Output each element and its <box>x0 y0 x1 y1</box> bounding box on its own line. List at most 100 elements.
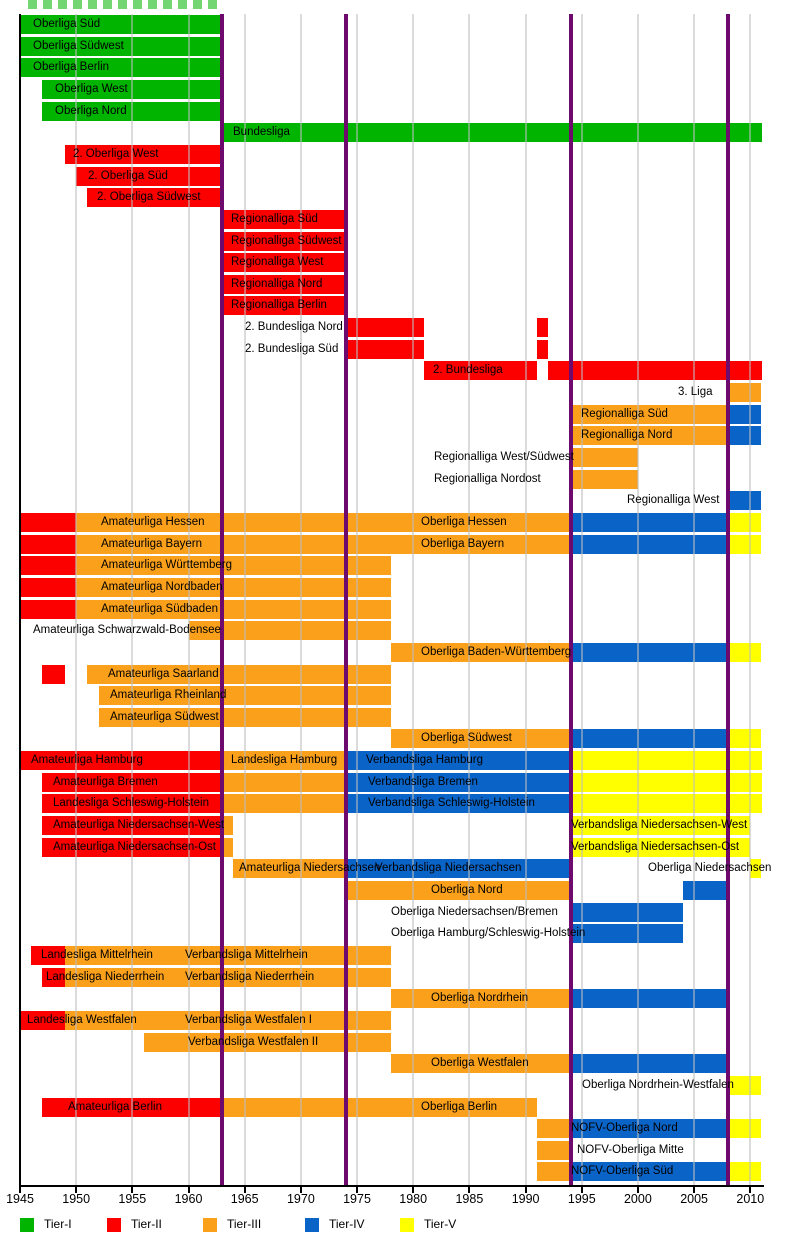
era-line <box>568 14 573 1185</box>
timeline-bar <box>424 361 537 381</box>
timeline-bar <box>570 794 762 814</box>
timeline-bar <box>345 881 571 900</box>
timeline-bar <box>536 1162 571 1182</box>
timeline-bar <box>727 1075 762 1095</box>
axis-tick <box>412 1187 415 1193</box>
timeline-bar <box>87 664 391 684</box>
bar-label: Verbandsliga Westfalen II <box>188 1035 319 1048</box>
bar-label: Oberliga Niedersachsen/Bremen <box>391 905 558 918</box>
timeline-bar <box>727 534 762 554</box>
bar-label: Verbandsliga Niederrhein <box>185 970 315 983</box>
legend-swatch <box>20 1218 34 1232</box>
timeline-bar <box>222 296 346 316</box>
bar-label: Oberliga Niedersachsen <box>648 862 772 875</box>
bar-label: Verbandsliga Niedersachsen-West <box>571 819 748 832</box>
axis-tick-label: 1970 <box>286 1192 315 1206</box>
bar-label: Amateurliga Rheinland <box>110 689 227 702</box>
bar-label: 2. Oberliga Südwest <box>97 191 201 204</box>
bar-label: Regionalliga Süd <box>231 212 318 225</box>
bar-label: Amateurliga Schwarzwald-Bodensee <box>33 624 221 637</box>
axis-tick <box>19 1187 21 1193</box>
bar-label: Amateurliga Niedersachsen-West <box>53 819 225 832</box>
timeline-bar <box>20 534 77 554</box>
era-line <box>343 14 348 1185</box>
timeline-bar <box>42 967 65 987</box>
timeline-bar <box>345 751 571 771</box>
bar-label: Landesliga Niederrhein <box>46 970 165 983</box>
timeline-bar <box>570 1119 728 1139</box>
bar-label: Oberliga Hamburg/Schleswig-Holstein <box>391 927 586 940</box>
axis-tick-label: 2005 <box>680 1192 708 1206</box>
bar-label: Regionalliga West <box>627 494 720 507</box>
bar-label: 2. Oberliga Süd <box>88 169 168 182</box>
gridline <box>356 14 358 1185</box>
timeline-bar <box>570 512 728 532</box>
bar-label: Amateurliga Hessen <box>101 515 205 528</box>
axis-tick <box>524 1187 527 1193</box>
axis-tick-label: 2010 <box>736 1192 765 1206</box>
bar-label: Regionalliga Nordost <box>434 472 541 485</box>
axis-tick-label: 1985 <box>455 1192 484 1206</box>
bar-label: Bundesliga <box>233 126 290 139</box>
bar-label: Oberliga Nordrhein-Westfalen <box>582 1078 734 1091</box>
timeline-bar <box>727 491 762 511</box>
timeline-bar <box>20 556 77 576</box>
timeline-bar <box>536 339 548 359</box>
bar-label: Oberliga Nord <box>55 104 127 117</box>
timeline-bar <box>727 642 762 662</box>
timeline-bar <box>76 534 571 554</box>
timeline-bar <box>727 729 762 749</box>
x-axis-line <box>19 1185 764 1187</box>
timeline-bar <box>570 426 728 446</box>
timeline-bar <box>570 642 728 662</box>
bar-label: NOFV-Oberliga Nord <box>571 1122 678 1135</box>
timeline-bar <box>570 751 762 771</box>
axis-tick <box>187 1187 190 1193</box>
bar-label: Oberliga Hessen <box>421 515 507 528</box>
bar-label: Oberliga Baden-Württemberg <box>421 645 572 658</box>
bar-label: Landesliga Schleswig-Holstein <box>53 797 209 810</box>
bar-label: Oberliga Südwest <box>421 732 512 745</box>
timeline-bar <box>570 989 728 1009</box>
gridline <box>524 14 527 1185</box>
timeline-bar <box>222 209 346 229</box>
legend-label: Tier-I <box>44 1217 72 1231</box>
timeline-bar <box>345 339 425 359</box>
timeline-bar <box>548 361 762 381</box>
gridline <box>580 14 583 1185</box>
axis-tick-label: 1955 <box>118 1192 147 1206</box>
timeline-bar <box>20 512 77 532</box>
axis-tick-label: 2000 <box>623 1192 652 1206</box>
gridline <box>468 14 471 1185</box>
timeline-bar <box>222 837 234 857</box>
bar-label: 2. Bundesliga Süd <box>245 342 339 355</box>
timeline-bar <box>682 881 728 900</box>
bar-label: Amateurliga Südwest <box>110 710 219 723</box>
bar-label: Oberliga Nord <box>431 884 503 896</box>
bar-label: Verbandsliga Hamburg <box>366 754 483 767</box>
bar-label: Regionalliga West <box>231 256 324 269</box>
bar-label: Oberliga Nordrhein <box>431 992 529 1005</box>
legend-label: Tier-II <box>131 1217 162 1231</box>
timeline-bar <box>222 772 346 792</box>
bar-label: Amateurliga Württemberg <box>101 559 233 572</box>
bar-label: Verbandsliga Mittelrhein <box>185 948 308 961</box>
bar-label: 3. Liga <box>678 386 713 399</box>
timeline-bar <box>727 1162 762 1182</box>
axis-tick-label: 1945 <box>6 1192 34 1206</box>
timeline-bar <box>570 902 683 922</box>
bar-label: 2. Oberliga West <box>73 147 159 160</box>
timeline-bar <box>222 231 346 251</box>
timeline-bar <box>20 1010 65 1030</box>
bar-label: Regionalliga Südwest <box>231 234 342 247</box>
timeline-bar <box>64 144 223 164</box>
gridline <box>131 14 134 1185</box>
gridline <box>636 14 639 1185</box>
timeline-bar <box>64 1010 391 1030</box>
bar-label: NOFV-Oberliga Süd <box>571 1165 674 1178</box>
axis-tick <box>636 1187 639 1193</box>
timeline-bar <box>64 967 391 987</box>
bar-label: Amateurliga Südbaden <box>101 602 218 615</box>
bar-label: Landesliga Hamburg <box>231 754 338 767</box>
